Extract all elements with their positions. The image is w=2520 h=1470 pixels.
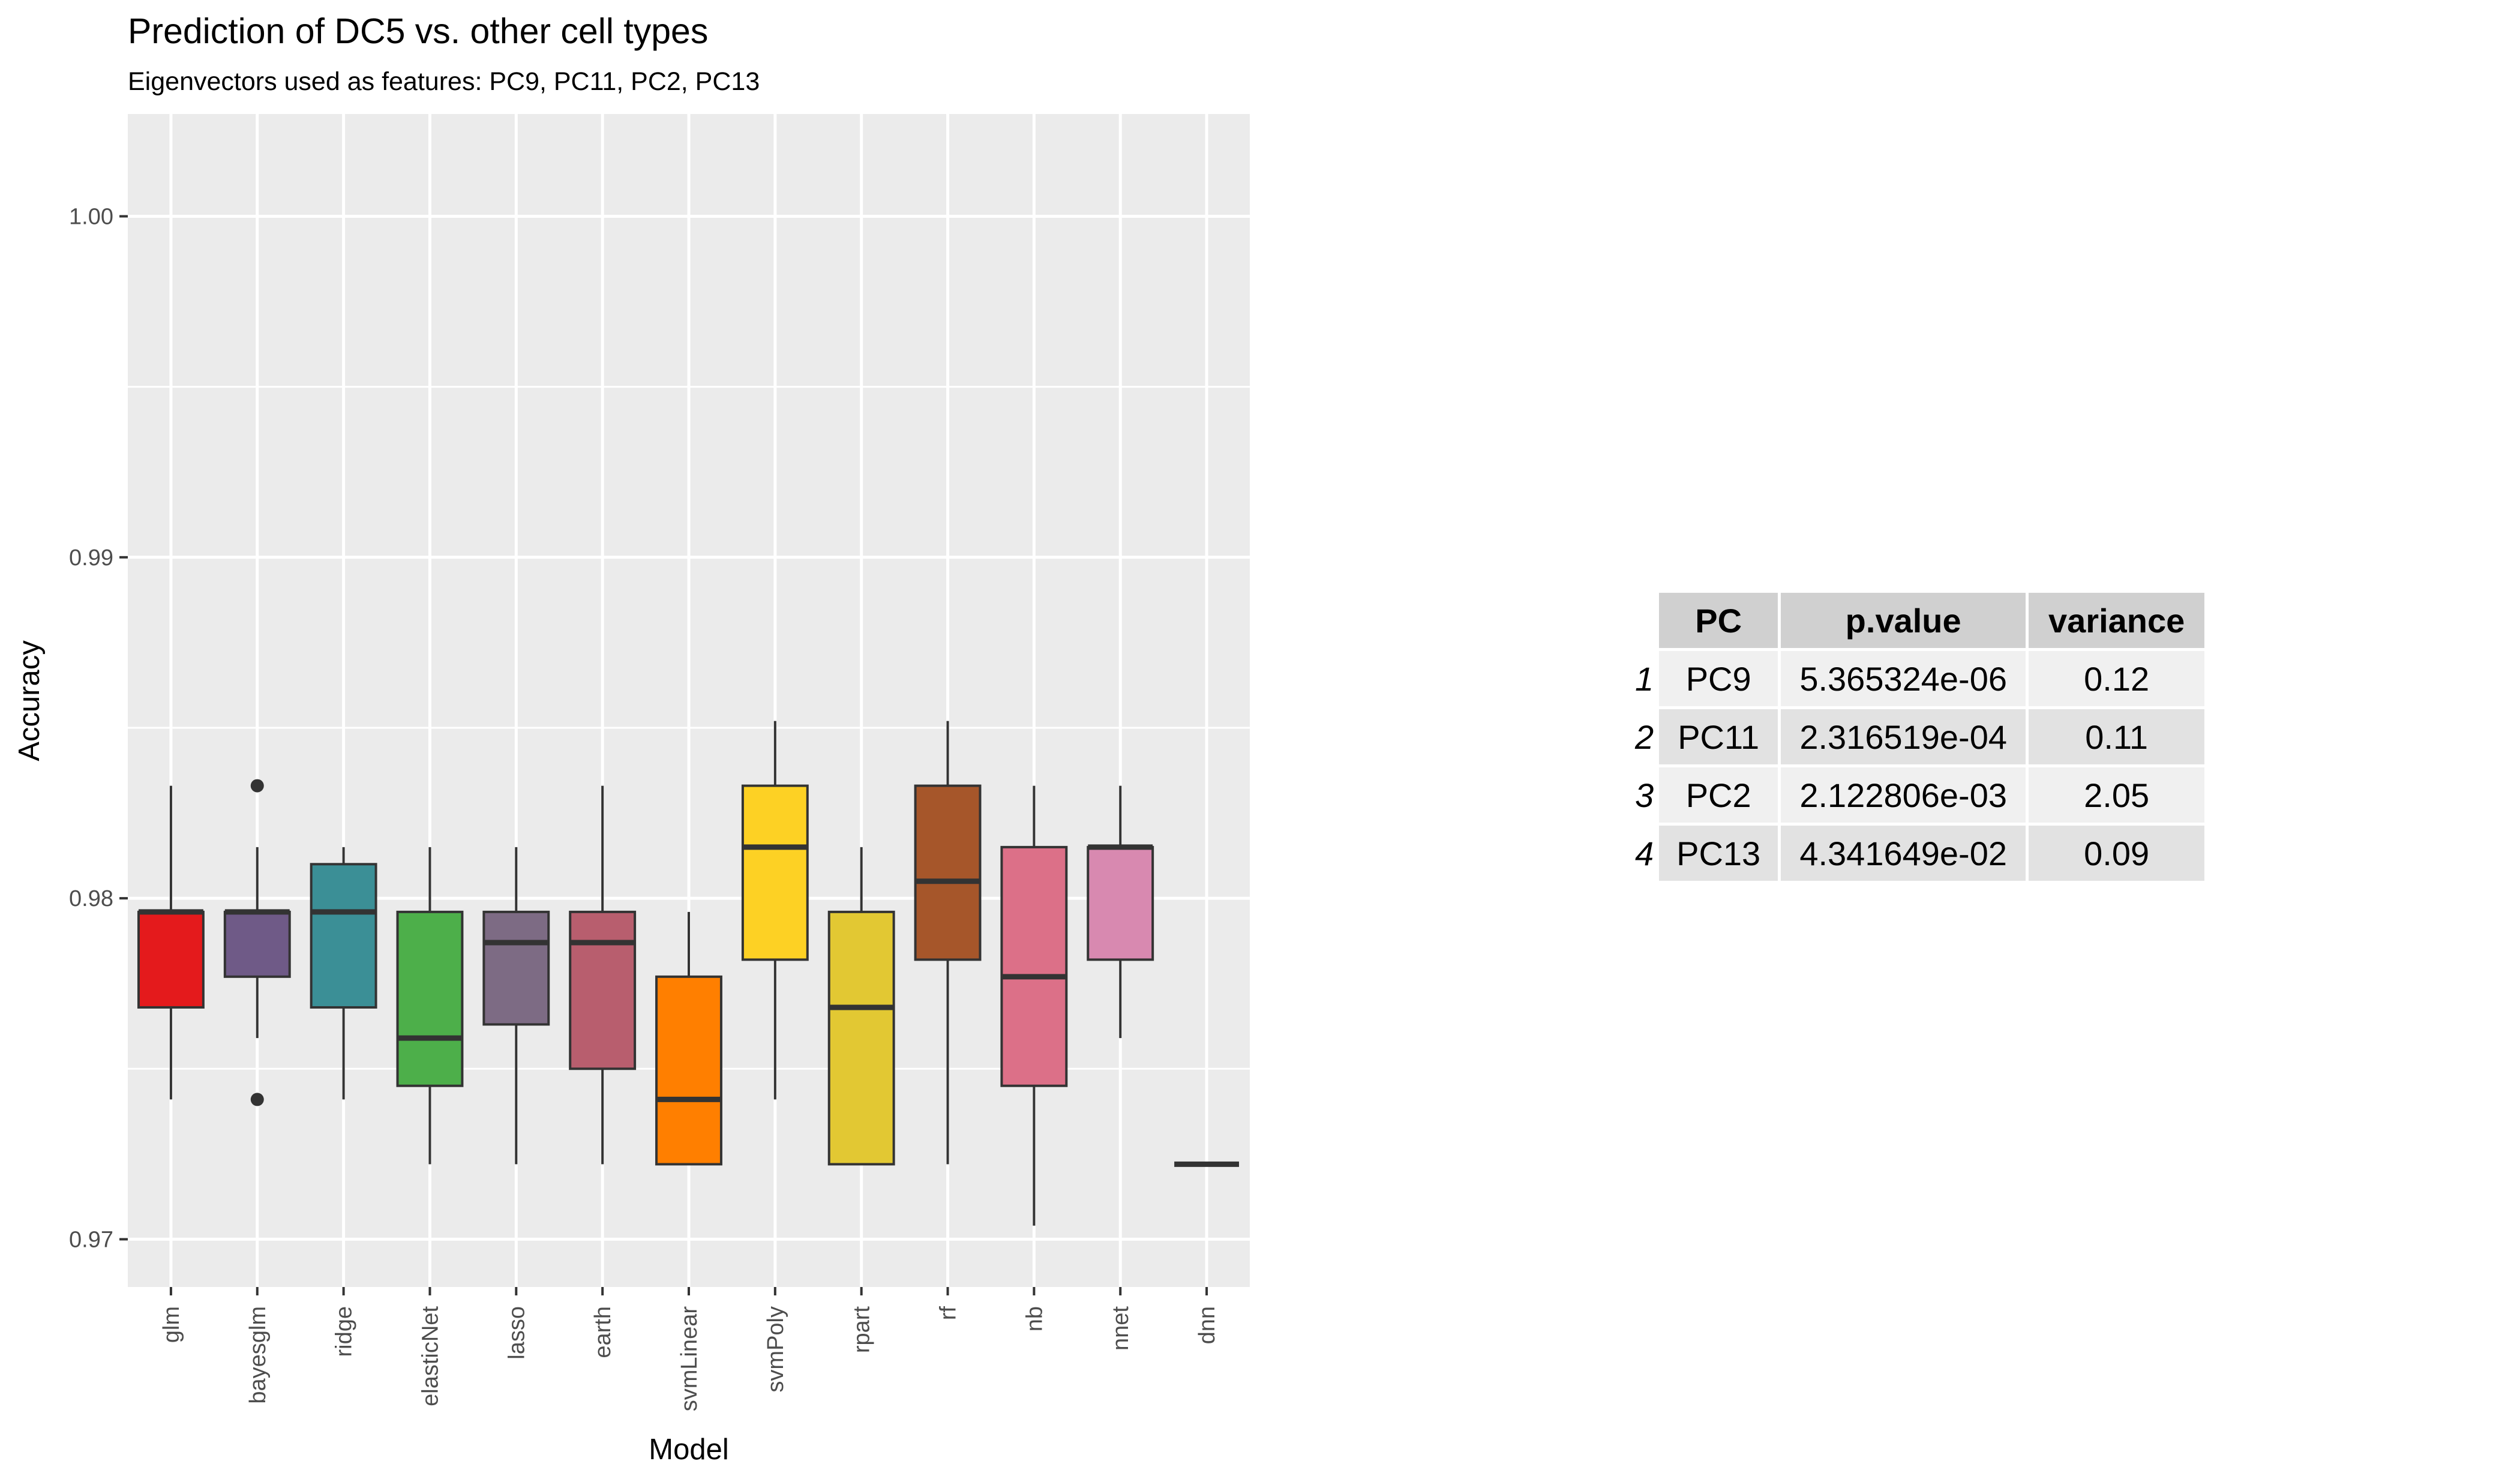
box-iqr [223,910,291,978]
box-iqr [396,910,464,1087]
box-svmLinear [655,911,722,1166]
box-iqr [827,910,895,1166]
cell-pvalue: 2.122806e-03 [1781,767,2026,823]
x-tick-label: nnet [1108,1306,1133,1351]
cell-variance: 0.11 [2029,709,2205,764]
box-nb [1000,785,1068,1226]
cell-pvalue: 2.316519e-04 [1781,709,2026,764]
x-tick-label: ridge [332,1306,357,1357]
cell-pc: PC2 [1659,767,1778,823]
header-pc: PC [1659,593,1778,648]
table-header-row: PC p.value variance [1635,593,2205,648]
table-row: 2 PC11 2.316519e-04 0.11 [1635,709,2205,764]
box-glm [137,785,205,1100]
box-iqr [310,863,377,1009]
box-svmPoly [741,721,809,1100]
x-tick-label: glm [159,1306,184,1343]
box-ridge [310,847,377,1100]
box-rpart [827,847,895,1166]
y-tick-label: 0.98 [69,886,113,911]
box-iqr [482,910,550,1026]
x-tick-label: lasso [504,1306,529,1360]
x-tick-label: svmPoly [763,1306,788,1393]
box-nnet [1087,785,1154,1039]
chart-title: Prediction of DC5 vs. other cell types [128,11,708,51]
box-iqr [741,784,809,961]
x-axis: glm bayesglm ridge elasticNet lasso earth svmL… [159,1287,1220,1411]
cell-variance: 0.12 [2029,651,2205,706]
table-row: 3 PC2 2.122806e-03 2.05 [1635,767,2205,823]
y-axis-title: Accuracy [13,640,46,761]
outlier-point [250,779,264,793]
row-index: 2 [1635,709,1657,764]
table-corner [1635,593,1657,648]
header-variance: variance [2029,593,2205,648]
cell-pvalue: 4.341649e-02 [1781,826,2026,881]
cell-pc: PC11 [1659,709,1778,764]
box-bayesglm [223,779,291,1106]
box-iqr [1087,845,1154,961]
cell-pvalue: 5.365324e-06 [1781,651,2026,706]
row-index: 3 [1635,767,1657,823]
box-iqr [569,910,637,1070]
x-tick-label: bayesglm [245,1306,271,1404]
box-rf [914,721,982,1165]
chart-subtitle: Eigenvectors used as features: PC9, PC11… [128,67,760,96]
box-iqr [655,975,722,1166]
row-index: 1 [1635,651,1657,706]
box-elasticNet [396,847,464,1165]
x-tick-label: svmLinear [677,1306,702,1412]
box-iqr [137,910,205,1009]
row-index: 4 [1635,826,1657,881]
cell-pc: PC13 [1659,826,1778,881]
x-axis-title: Model [649,1433,728,1466]
box-iqr [1000,845,1068,1087]
x-tick-label: dnn [1195,1306,1220,1344]
box-series [137,721,1240,1226]
x-tick-label: earth [590,1306,616,1358]
y-axis: 0.97 0.98 0.99 1.00 [69,204,128,1252]
pc-table: PC p.value variance 1 PC9 5.365324e-06 0… [1632,590,2207,884]
y-tick-label: 0.99 [69,545,113,571]
cell-variance: 2.05 [2029,767,2205,823]
cell-variance: 0.09 [2029,826,2205,881]
x-tick-label: rpart [850,1306,875,1354]
y-tick-label: 0.97 [69,1227,113,1252]
cell-pc: PC9 [1659,651,1778,706]
x-tick-label: rf [936,1306,961,1321]
table-row: 4 PC13 4.341649e-02 0.09 [1635,826,2205,881]
outlier-point [250,1093,264,1106]
x-tick-label: elasticNet [418,1306,443,1406]
x-tick-label: nb [1022,1306,1047,1331]
header-pvalue: p.value [1781,593,2026,648]
box-lasso [482,847,550,1165]
y-tick-label: 1.00 [69,204,113,229]
box-earth [569,785,637,1165]
box-iqr [914,784,982,961]
table-row: 1 PC9 5.365324e-06 0.12 [1635,651,2205,706]
